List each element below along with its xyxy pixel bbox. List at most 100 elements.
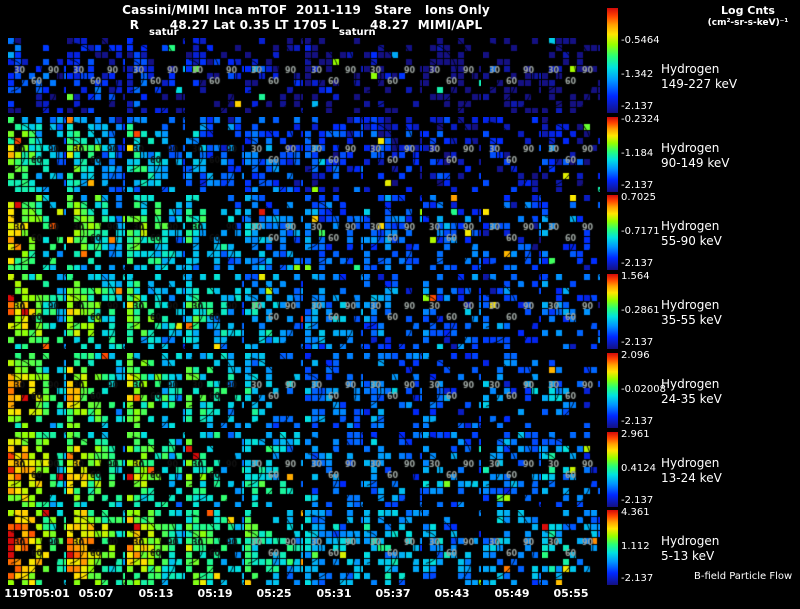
- spectrogram-panel-r1-c7: [364, 38, 422, 113]
- plot-title: Cassini/MIMI Inca mTOF 2011-119 Stare Io…: [122, 3, 490, 17]
- row-species-label: Hydrogen: [661, 456, 720, 470]
- row-label-4: Hydrogen 35-55 keV: [661, 298, 722, 328]
- spectrogram-panel-r2-c3: [127, 117, 185, 192]
- spectrogram-panel-r3-c1: [8, 195, 66, 270]
- spectrogram-panel-r7-c1: [8, 510, 66, 585]
- colorbar-tick-bottom-row3: -2.137: [621, 258, 654, 269]
- spectrogram-panel-r4-c8: [423, 274, 481, 349]
- spectrogram-panel-r4-c3: [127, 274, 185, 349]
- colorbar-tick-top-row3: 0.7025: [621, 192, 656, 203]
- row-label-7: Hydrogen 5-13 keV: [661, 534, 719, 564]
- spectrogram-panel-r6-c1: [8, 432, 66, 507]
- row-label-3: Hydrogen 55-90 keV: [661, 219, 722, 249]
- spectrogram-panel-r1-c4: [186, 38, 244, 113]
- spectrogram-panel-r6-c9: [483, 432, 541, 507]
- spectrogram-panel-r4-c7: [364, 274, 422, 349]
- colorbar-row6: [607, 432, 618, 507]
- colorbar-row4: [607, 274, 618, 349]
- colorbar-tick-top-row4: 1.564: [621, 271, 650, 282]
- spectrogram-panel-r7-c4: [186, 510, 244, 585]
- spectrogram-panel-r6-c10: [542, 432, 600, 507]
- colorbar-tick-mid-row4: -0.2861: [621, 305, 660, 316]
- colorbar-tick-bottom-row7: -2.137: [621, 573, 654, 584]
- spectrogram-panel-r4-c2: [67, 274, 125, 349]
- time-tick-9: 05:49: [494, 587, 530, 600]
- spectrogram-panel-r4-c1: [8, 274, 66, 349]
- spectrogram-panel-r4-c9: [483, 274, 541, 349]
- colorbar-tick-bottom-row2: -2.137: [621, 180, 654, 191]
- row-label-1: Hydrogen 149-227 keV: [661, 62, 737, 92]
- spectrogram-panel-r3-c3: [127, 195, 185, 270]
- row-energy-label: 55-90 keV: [661, 234, 722, 248]
- spectrogram-panel-r2-c4: [186, 117, 244, 192]
- colorbar-tick-mid-row6: 0.4124: [621, 463, 656, 474]
- spectrogram-panel-r1-c10: [542, 38, 600, 113]
- row-energy-label: 24-35 keV: [661, 392, 722, 406]
- spectrogram-panel-r3-c9: [483, 195, 541, 270]
- spectrogram-panel-r5-c3: [127, 353, 185, 428]
- spectrogram-panel-r3-c8: [423, 195, 481, 270]
- spectrogram-panel-r1-c9: [483, 38, 541, 113]
- spectrogram-panel-r5-c7: [364, 353, 422, 428]
- log-cnts-units-label: (cm²-sr-s-keV)⁻¹: [707, 18, 789, 28]
- spectrogram-panel-r5-c2: [67, 353, 125, 428]
- spectrogram-panel-r6-c7: [364, 432, 422, 507]
- colorbar-tick-bottom-row5: -2.137: [621, 416, 654, 427]
- row-species-label: Hydrogen: [661, 534, 720, 548]
- row-energy-label: 149-227 keV: [661, 77, 738, 91]
- colorbar-row3: [607, 195, 618, 270]
- spectrogram-panel-r6-c6: [305, 432, 363, 507]
- spectrogram-panel-r1-c2: [67, 38, 125, 113]
- row-label-5: Hydrogen 24-35 keV: [661, 377, 722, 407]
- row-label-2: Hydrogen 90-149 keV: [661, 141, 729, 171]
- spectrogram-panel-r2-c7: [364, 117, 422, 192]
- spectrogram-panel-r2-c10: [542, 117, 600, 192]
- spectrogram-panel-r6-c2: [67, 432, 125, 507]
- time-tick-3: 05:13: [138, 587, 174, 600]
- time-tick-4: 05:19: [197, 587, 233, 600]
- row-energy-label: 13-24 keV: [661, 471, 722, 485]
- spectrogram-panel-r5-c6: [305, 353, 363, 428]
- spectrogram-panel-r2-c1: [8, 117, 66, 192]
- spectrogram-panel-r7-c10: [542, 510, 600, 585]
- spectrogram-panel-r4-c5: [245, 274, 303, 349]
- colorbar-tick-bottom-row1: -2.137: [621, 101, 654, 112]
- colorbar-tick-mid-row7: 1.112: [621, 541, 650, 552]
- spectrogram-panel-r6-c8: [423, 432, 481, 507]
- row-species-label: Hydrogen: [661, 219, 720, 233]
- time-tick-10: 05:55: [553, 587, 589, 600]
- spectrogram-panel-r2-c6: [305, 117, 363, 192]
- spectrogram-panel-r5-c1: [8, 353, 66, 428]
- row-species-label: Hydrogen: [661, 141, 720, 155]
- colorbar-tick-mid-row2: -1.184: [621, 148, 654, 159]
- time-tick-8: 05:43: [434, 587, 470, 600]
- colorbar-row5: [607, 353, 618, 428]
- spectrogram-panel-r6-c5: [245, 432, 303, 507]
- spectrogram-panel-r3-c6: [305, 195, 363, 270]
- spectrogram-panel-r3-c10: [542, 195, 600, 270]
- spectrogram-panel-r3-c7: [364, 195, 422, 270]
- row-species-label: Hydrogen: [661, 377, 720, 391]
- colorbar-tick-bottom-row6: -2.137: [621, 495, 654, 506]
- colorbar-row2: [607, 117, 618, 192]
- spectrogram-panel-r7-c9: [483, 510, 541, 585]
- row-energy-label: 90-149 keV: [661, 156, 730, 170]
- colorbar-tick-bottom-row4: -2.137: [621, 337, 654, 348]
- plot-subtitle: R 48.27 Lat 0.35 LT 1705 L 48.27 MIMI/AP…: [129, 18, 483, 32]
- saturn-direction-label: saturn: [339, 27, 376, 38]
- spectrogram-panel-r5-c5: [245, 353, 303, 428]
- spectrogram-panel-r1-c8: [423, 38, 481, 113]
- time-tick-5: 05:25: [256, 587, 292, 600]
- colorbar-tick-top-row6: 2.961: [621, 429, 650, 440]
- spectrogram-panel-r2-c8: [423, 117, 481, 192]
- colorbar-tick-mid-row5: -0.02008: [621, 384, 666, 395]
- spectrogram-panel-r2-c5: [245, 117, 303, 192]
- spectrogram-panel-r3-c5: [245, 195, 303, 270]
- spectrogram-panel-r4-c4: [186, 274, 244, 349]
- row-label-6: Hydrogen 13-24 keV: [661, 456, 722, 486]
- spectrogram-panel-r4-c10: [542, 274, 600, 349]
- log-cnts-label: Log Cnts: [721, 4, 775, 17]
- colorbar-tick-top-row2: -0.2324: [621, 114, 660, 125]
